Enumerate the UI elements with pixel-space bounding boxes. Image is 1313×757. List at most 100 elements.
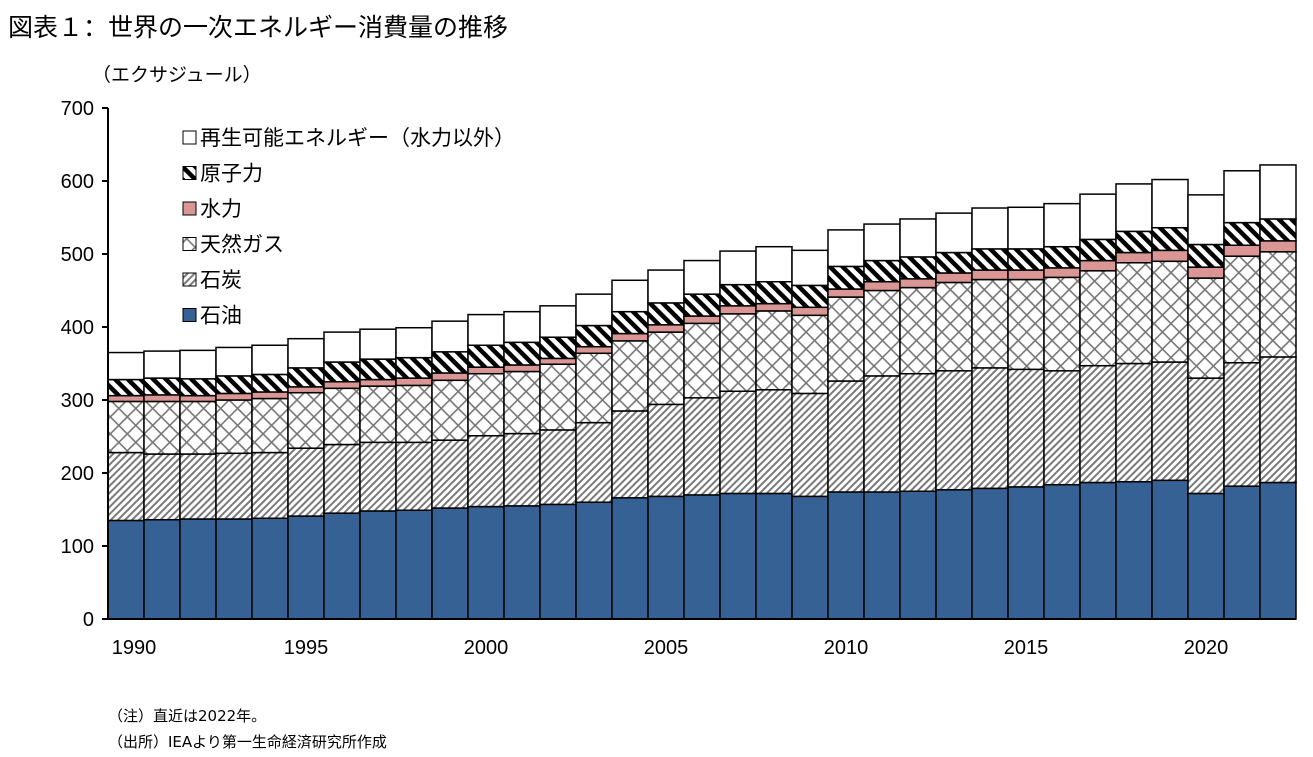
bar-segment-2020-s2	[1187, 277, 1225, 379]
bar-segment-1996-s5	[323, 331, 361, 363]
y-tick-label: 600	[61, 171, 94, 193]
bar-segment-1993-s2	[215, 399, 253, 455]
bar-segment-1992-s3	[179, 394, 217, 403]
bar-segment-1997-s2	[359, 385, 397, 444]
bar-segment-2014-s5	[971, 207, 1009, 250]
bar-segment-2005-s0	[647, 495, 685, 620]
legend-label: 石油	[200, 305, 242, 328]
bar-segment-2017-s2	[1079, 270, 1117, 367]
bar-segment-2014-s2	[971, 278, 1009, 369]
bar-segment-2003-s4	[575, 324, 613, 348]
y-tick-label: 400	[61, 317, 94, 339]
legend-label: 再生可能エネルギー（水力以外）	[200, 127, 515, 150]
bar-segment-2000-s4	[467, 344, 505, 368]
bar-segment-2010-s2	[827, 296, 865, 382]
bar-segment-2013-s4	[935, 251, 973, 274]
bar-segment-2013-s3	[935, 272, 973, 284]
bar-segment-2021-s3	[1223, 244, 1261, 257]
y-tick-label: 200	[61, 463, 94, 485]
bar-segment-2008-s0	[755, 492, 793, 620]
bar-segment-1996-s0	[323, 512, 361, 620]
bar-segment-1993-s1	[215, 452, 253, 520]
bar-segment-2016-s2	[1043, 276, 1081, 372]
bar-segment-1997-s5	[359, 328, 397, 360]
bar-segment-2007-s0	[719, 492, 757, 620]
bar-segment-1994-s1	[251, 451, 289, 520]
bar-segment-1993-s4	[215, 375, 253, 395]
bar-segment-2005-s4	[647, 302, 685, 326]
bar-segment-2006-s3	[683, 315, 721, 325]
legend-swatch	[182, 130, 197, 145]
bar-segment-2012-s3	[899, 278, 937, 289]
bar-segment-2008-s4	[755, 280, 793, 305]
bar-segment-2015-s0	[1007, 486, 1045, 620]
bar-segment-2004-s3	[611, 332, 649, 342]
bar-segment-2011-s5	[863, 223, 901, 262]
bar-segment-1990-s0	[107, 519, 145, 620]
bar-segment-2018-s0	[1115, 481, 1153, 620]
bar-segment-2014-s3	[971, 269, 1009, 281]
bar-segment-2003-s0	[575, 501, 613, 620]
x-tick-label: 2010	[824, 637, 869, 659]
bar-segment-2019-s4	[1151, 226, 1189, 252]
bar-segment-2006-s0	[683, 494, 721, 620]
bar-segment-2018-s2	[1115, 262, 1153, 365]
x-tick-label: 2015	[1004, 637, 1049, 659]
bar-segment-2011-s0	[863, 491, 901, 620]
bar-segment-1992-s0	[179, 518, 217, 620]
bar-segment-2003-s1	[575, 421, 613, 503]
legend-swatch	[182, 201, 197, 216]
bar-segment-1990-s1	[107, 451, 145, 522]
bar-segment-2005-s1	[647, 403, 685, 498]
x-tick-label: 2005	[644, 637, 689, 659]
bar-segment-1994-s0	[251, 517, 289, 620]
bar-segment-2009-s0	[791, 495, 829, 620]
bar-segment-2013-s1	[935, 370, 973, 491]
bar-segment-2004-s5	[611, 279, 649, 313]
bar-segment-2001-s2	[503, 370, 541, 435]
bar-segment-2007-s5	[719, 250, 757, 286]
x-tick-label: 2020	[1184, 637, 1229, 659]
bar-segment-2009-s2	[791, 314, 829, 395]
bar-segment-2013-s2	[935, 281, 973, 372]
bar-segment-2019-s5	[1151, 178, 1189, 229]
bar-segment-2012-s2	[899, 286, 937, 375]
bar-segment-1999-s4	[431, 351, 469, 374]
bar-segment-1998-s4	[395, 356, 433, 379]
bar-segment-1991-s2	[143, 400, 181, 455]
bar-segment-1999-s3	[431, 372, 469, 382]
bar-segment-2001-s5	[503, 310, 541, 344]
bar-segment-2004-s0	[611, 497, 649, 620]
bar-segment-1995-s1	[287, 447, 325, 517]
legend-swatch	[182, 166, 197, 180]
bar-segment-2011-s1	[863, 375, 901, 493]
bar-segment-1998-s3	[395, 377, 433, 387]
bar-segment-2010-s4	[827, 265, 865, 290]
bar-segment-2006-s4	[683, 293, 721, 317]
bar-segment-2002-s0	[539, 503, 577, 620]
y-tick-label: 0	[83, 609, 94, 631]
note-text: （注）直近は2022年。	[108, 707, 267, 725]
bar-segment-2002-s1	[539, 429, 577, 506]
legend-swatch	[182, 272, 197, 287]
bar-segment-2001-s3	[503, 364, 541, 373]
bar-segment-2001-s1	[503, 432, 541, 507]
bar-segment-2008-s2	[755, 310, 793, 391]
bar-segment-2006-s2	[683, 322, 721, 399]
bar-segment-2022-s2	[1259, 251, 1297, 358]
bar-segment-2012-s0	[899, 490, 937, 620]
bar-segment-1999-s0	[431, 507, 469, 620]
bar-segment-2009-s5	[791, 249, 829, 287]
y-tick-label: 300	[61, 390, 94, 412]
bar-segment-2019-s0	[1151, 479, 1189, 620]
bar-segment-2002-s5	[539, 305, 577, 338]
bar-segment-2020-s4	[1187, 243, 1225, 268]
bar-segment-2021-s0	[1223, 485, 1261, 620]
bar-segment-2005-s5	[647, 269, 685, 304]
bar-segment-2008-s1	[755, 389, 793, 495]
bar-segment-2021-s5	[1223, 170, 1261, 224]
bar-segment-2007-s1	[719, 390, 757, 495]
legend-label: 原子力	[200, 163, 263, 186]
y-tick-label: 500	[61, 244, 94, 266]
